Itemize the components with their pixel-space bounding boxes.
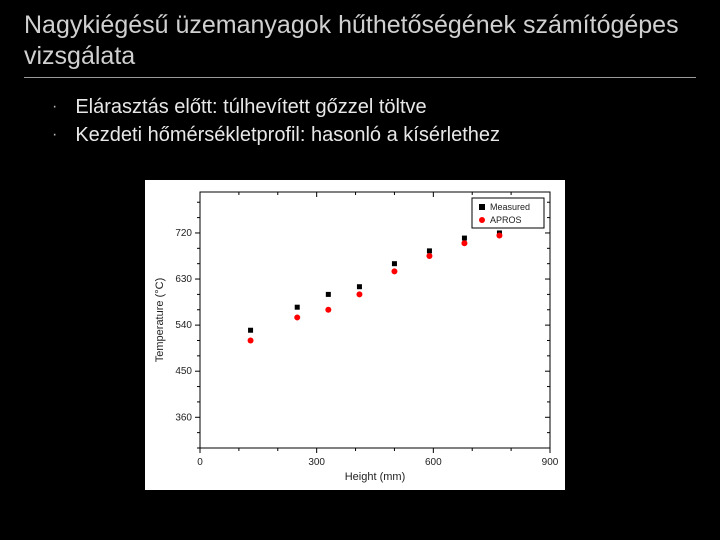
- svg-text:300: 300: [308, 457, 325, 468]
- svg-text:Measured: Measured: [490, 202, 530, 212]
- svg-text:720: 720: [175, 228, 192, 239]
- bullet-item: · Elárasztás előtt: túlhevített gőzzel tö…: [52, 94, 696, 120]
- svg-text:630: 630: [175, 274, 192, 285]
- svg-text:Height (mm): Height (mm): [345, 471, 406, 483]
- bullet-dot-icon: ·: [52, 122, 57, 148]
- bullet-list: · Elárasztás előtt: túlhevített gőzzel tö…: [0, 84, 720, 148]
- svg-text:540: 540: [175, 320, 192, 331]
- svg-text:600: 600: [425, 457, 442, 468]
- svg-text:0: 0: [197, 457, 203, 468]
- svg-text:450: 450: [175, 366, 192, 377]
- svg-text:900: 900: [542, 457, 559, 468]
- bullet-dot-icon: ·: [52, 94, 57, 120]
- svg-text:APROS: APROS: [490, 215, 522, 225]
- page-title: Nagykiégésű üzemanyagok hűthetőségének s…: [24, 10, 696, 78]
- temperature-chart: 0 300 600 900 360 450 540 630 720 Height (mm) Temp…: [145, 180, 565, 490]
- svg-text:Temperature (°C): Temperature (°C): [154, 278, 166, 362]
- bullet-text: Elárasztás előtt: túlhevített gőzzel töl…: [75, 94, 426, 120]
- bullet-text: Kezdeti hőmérsékletprofil: hasonló a kís…: [75, 122, 500, 148]
- svg-text:360: 360: [175, 412, 192, 423]
- bullet-item: · Kezdeti hőmérsékletprofil: hasonló a kí…: [52, 122, 696, 148]
